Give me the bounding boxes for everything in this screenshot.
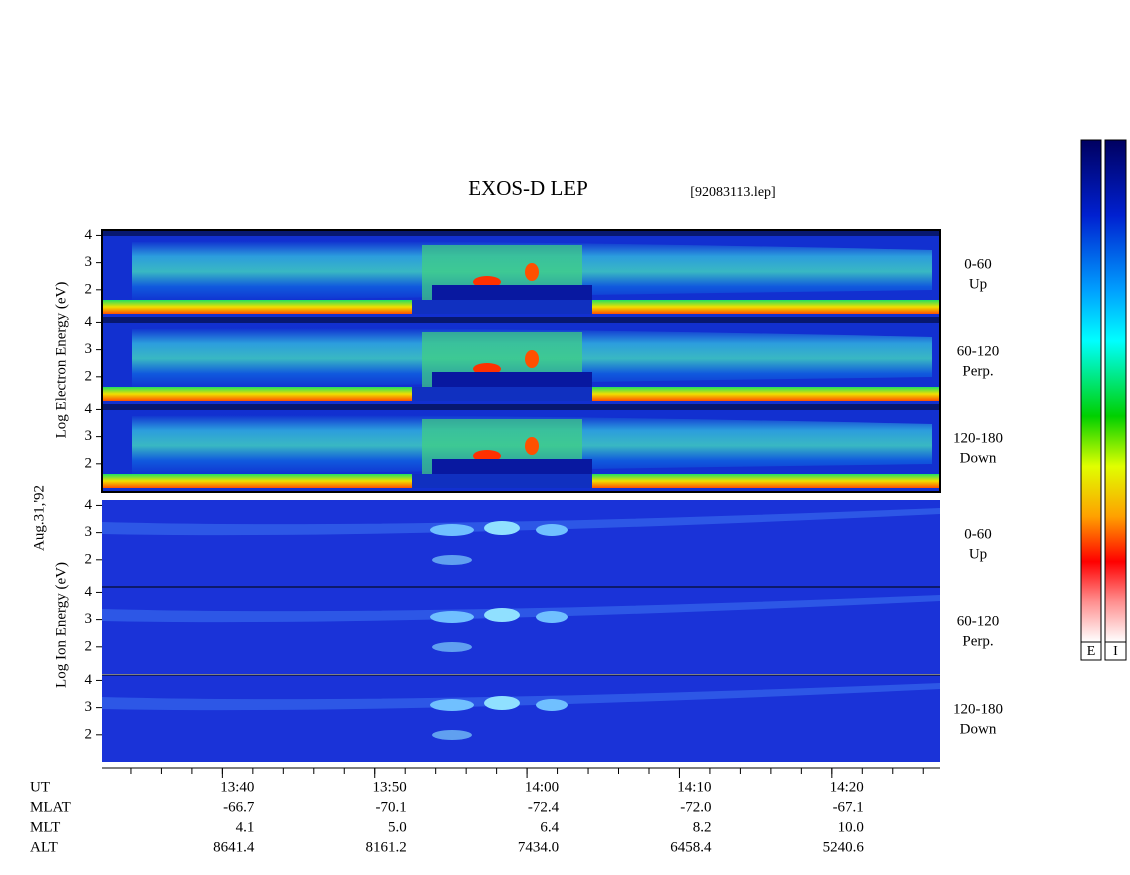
x-tick-label: 14:00	[525, 779, 559, 795]
ephemeris-value: -72.0	[680, 799, 711, 815]
x-tick-label: 13:50	[373, 779, 407, 795]
ephemeris-value: -70.1	[375, 799, 406, 815]
direction-label: Down	[960, 450, 997, 466]
direction-label: Down	[960, 721, 997, 737]
row-name: ALT	[30, 839, 58, 855]
y-tick-label: 2	[85, 638, 93, 654]
ion-label: Log Ion Energy (eV)	[53, 562, 69, 688]
y-tick-label: 2	[85, 281, 93, 297]
y-tick-label: 2	[85, 726, 93, 742]
ephemeris-value: 10.0	[838, 819, 864, 835]
ephemeris-value: 5.0	[388, 819, 407, 835]
colorbars	[1080, 139, 1127, 661]
electron-spectrograms	[101, 229, 941, 493]
electron-label: Log Electron Energy (eV)	[53, 282, 69, 439]
y-tick-label: 4	[85, 672, 93, 688]
y-tick-label: 4	[85, 401, 93, 417]
y-tick-label: 2	[85, 455, 93, 471]
y-tick-label: 4	[85, 314, 93, 330]
row-name: MLT	[30, 819, 60, 835]
y-tick-label: 4	[85, 497, 93, 513]
angle-label: 60-120	[957, 613, 1000, 629]
title: EXOS-D LEP	[468, 176, 588, 200]
ephemeris-value: 8161.2	[365, 839, 406, 855]
ephemeris-value: 4.1	[236, 819, 255, 835]
angle-label: 120-180	[953, 701, 1003, 717]
y-tick-label: 3	[85, 254, 93, 270]
angle-label: 60-120	[957, 343, 1000, 359]
angle-label: 0-60	[964, 526, 992, 542]
direction-label: Up	[969, 276, 987, 292]
x-tick-label: 13:40	[220, 779, 254, 795]
ephemeris-value: 7434.0	[518, 839, 559, 855]
y-tick-label: 4	[85, 584, 93, 600]
row-name: MLAT	[30, 799, 71, 815]
ephemeris-value: 6.4	[540, 819, 559, 835]
ephemeris-value: 8.2	[693, 819, 712, 835]
colorbar-label: E	[1087, 644, 1096, 659]
direction-label: Up	[969, 546, 987, 562]
angle-label: 120-180	[953, 430, 1003, 446]
x-tick-label: 14:10	[677, 779, 711, 795]
y-tick-label: 2	[85, 551, 93, 567]
x-tick-label: 14:20	[830, 779, 864, 795]
ephemeris-value: -66.7	[223, 799, 255, 815]
ephemeris-value: 5240.6	[823, 839, 865, 855]
direction-label: Perp.	[962, 633, 993, 649]
date: Aug.31,'92	[31, 485, 47, 551]
y-tick-label: 3	[85, 699, 93, 715]
y-tick-label: 2	[85, 368, 93, 384]
ephemeris-value: -67.1	[833, 799, 864, 815]
y-tick-label: 4	[85, 227, 93, 243]
row-name: UT	[30, 779, 50, 795]
file-name: [92083113.lep]	[690, 185, 775, 200]
y-tick-label: 3	[85, 524, 93, 540]
y-tick-label: 3	[85, 611, 93, 627]
ephemeris-value: -72.4	[528, 799, 560, 815]
angle-label: 0-60	[964, 256, 992, 272]
y-tick-label: 3	[85, 341, 93, 357]
colorbar-label: I	[1113, 644, 1118, 659]
ion-spectrograms	[102, 500, 940, 762]
ephemeris-value: 6458.4	[670, 839, 712, 855]
ephemeris-value: 8641.4	[213, 839, 255, 855]
y-tick-label: 3	[85, 428, 93, 444]
direction-label: Perp.	[962, 363, 993, 379]
